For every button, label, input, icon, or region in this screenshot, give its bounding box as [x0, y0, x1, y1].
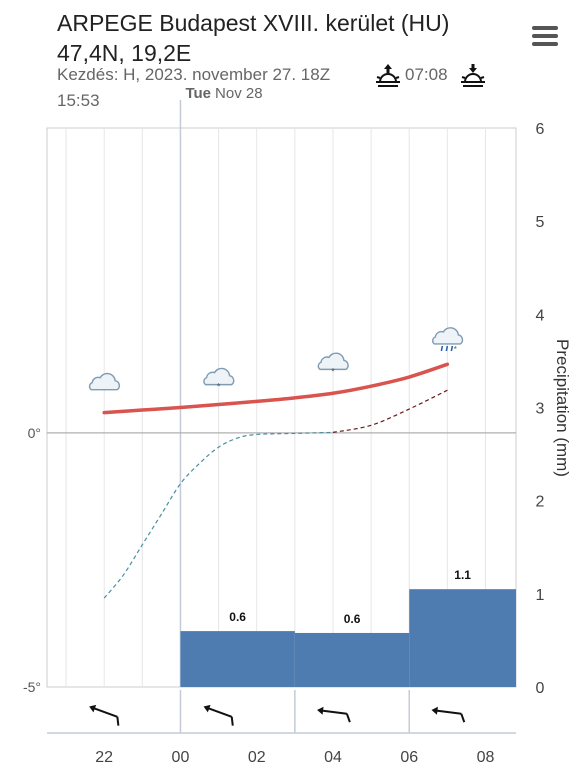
right-axis-tick-label: 5	[536, 214, 545, 231]
precip-bar-label: 0.6	[229, 610, 246, 624]
x-axis-tick-label: 02	[248, 749, 266, 766]
cloud-icon	[88, 372, 120, 391]
right-axis-tick-label: 6	[536, 121, 545, 138]
temperature-line	[102, 362, 450, 415]
precip-bar	[294, 632, 410, 687]
x-axis-tick-label: 00	[172, 749, 190, 766]
right-axis-tick-label: 0	[536, 680, 545, 697]
dewpoint-line-below-zero	[103, 431, 333, 599]
page-title: ARPEGE Budapest XVIII. kerület (HU)	[57, 10, 450, 36]
right-axis-tick-label: 1	[536, 587, 545, 604]
precip-bar-label: 0.6	[344, 612, 361, 626]
coordinates: 47,4N, 19,2E	[57, 40, 192, 66]
start-label: Kezdés: H, 2023. november 27. 18Z	[57, 65, 331, 84]
right-axis-tick-label: 3	[536, 401, 545, 418]
cloud-rain-snow-icon: *	[432, 327, 464, 354]
right-axis-tick-label: 4	[536, 307, 545, 324]
cloud-light-snow-icon: *	[317, 352, 349, 376]
precip-bar	[409, 589, 516, 687]
hamburger-menu-icon[interactable]	[532, 26, 558, 46]
left-axis-tick-label: -5°	[23, 679, 41, 695]
svg-text:*: *	[454, 345, 457, 354]
wind-barb-icon	[431, 706, 466, 723]
precip-bar-label: 1.1	[454, 568, 471, 582]
left-axis-tick-label: 0°	[28, 425, 41, 441]
svg-text:*: *	[217, 382, 221, 392]
x-axis-tick-label: 04	[324, 749, 342, 766]
sunrise-time: 07:08	[405, 65, 448, 84]
day-label: Tue Nov 28	[185, 85, 262, 102]
wind-barb-icon	[203, 704, 234, 726]
svg-text:*: *	[331, 366, 335, 376]
x-axis-tick-label: 22	[95, 749, 113, 766]
x-axis-tick-label: 08	[477, 749, 495, 766]
x-axis-tick-label: 06	[400, 749, 418, 766]
cloud-light-snow-icon: *	[203, 367, 235, 392]
wind-barb-icon	[317, 706, 351, 723]
day-label-weekday: Tue	[185, 85, 211, 102]
precip-bar	[180, 631, 295, 687]
dewpoint-line-above-zero	[332, 389, 448, 433]
right-axis-title: Precipitation (mm)	[553, 339, 572, 477]
sunset-time: 15:53	[57, 91, 100, 110]
sunrise-icon	[376, 64, 400, 87]
run-start-text: Kezdés: H, 2023. november 27. 18Z	[57, 64, 330, 86]
day-label-date: Nov 28	[215, 85, 263, 102]
wind-barb-icon	[89, 704, 120, 726]
sunset-icon	[461, 64, 485, 87]
right-axis-tick-label: 2	[536, 494, 545, 511]
